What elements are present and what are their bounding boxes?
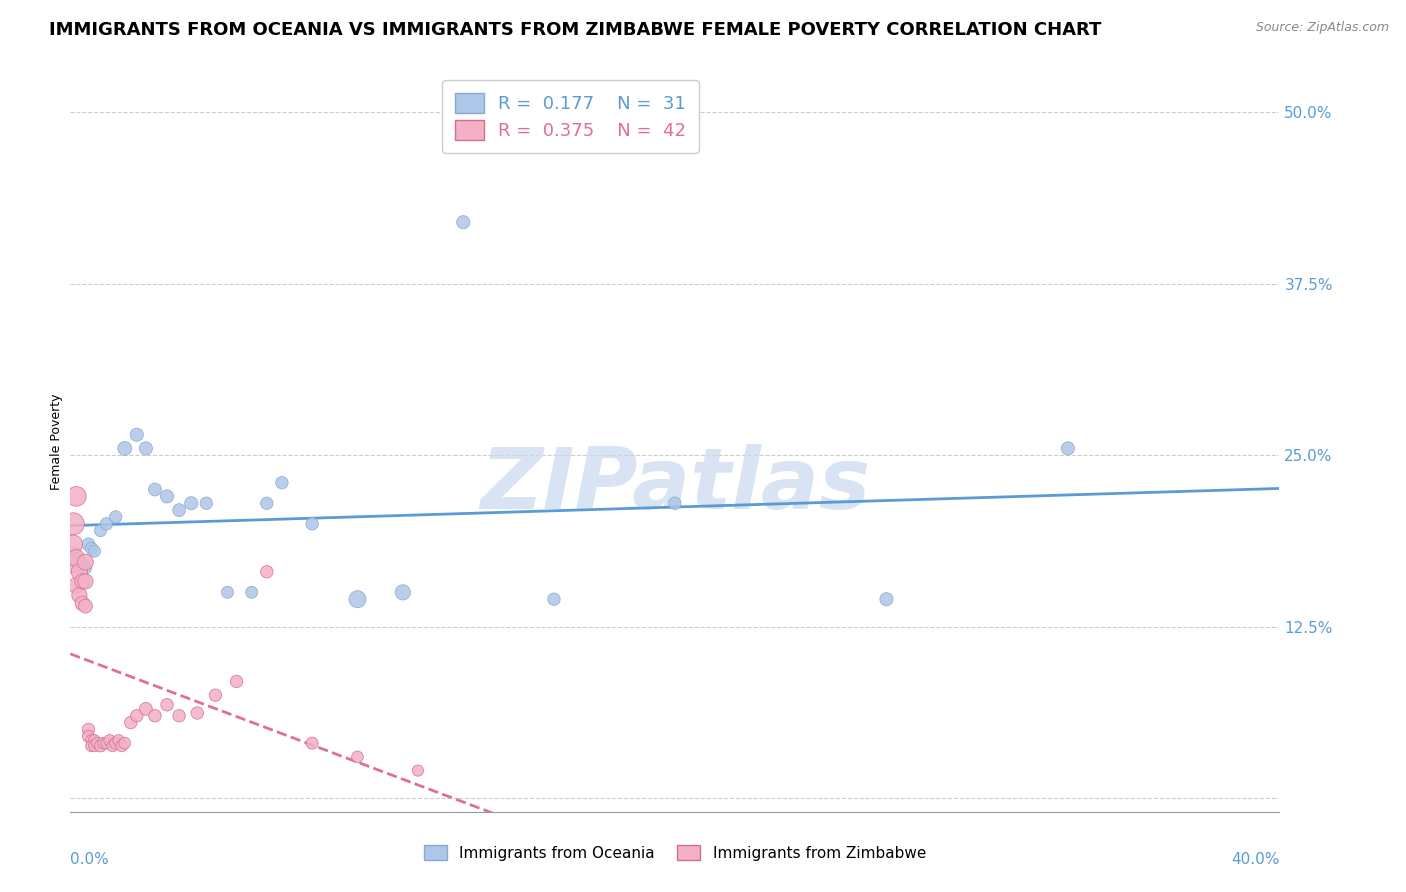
Point xyxy=(114,736,136,750)
Point xyxy=(75,574,97,589)
Point xyxy=(346,592,368,607)
Point xyxy=(96,736,118,750)
Point xyxy=(67,565,90,579)
Point xyxy=(125,427,148,442)
Point xyxy=(77,723,100,737)
Point xyxy=(225,674,247,689)
Point xyxy=(67,555,90,569)
Point xyxy=(180,496,202,510)
Point xyxy=(104,510,127,524)
Point xyxy=(167,503,190,517)
Point xyxy=(156,489,179,503)
Point xyxy=(195,496,218,510)
Point xyxy=(83,544,105,558)
Y-axis label: Female Poverty: Female Poverty xyxy=(51,393,63,490)
Point xyxy=(143,708,166,723)
Point xyxy=(83,733,105,747)
Point xyxy=(217,585,239,599)
Point xyxy=(62,516,84,531)
Point xyxy=(875,592,898,607)
Point xyxy=(72,574,94,589)
Point xyxy=(346,750,368,764)
Point xyxy=(67,588,90,602)
Point xyxy=(80,733,103,747)
Text: Source: ZipAtlas.com: Source: ZipAtlas.com xyxy=(1256,21,1389,34)
Point xyxy=(125,708,148,723)
Point xyxy=(72,558,94,572)
Point xyxy=(96,516,118,531)
Point xyxy=(240,585,263,599)
Point xyxy=(391,585,415,599)
Point xyxy=(167,708,190,723)
Text: 0.0%: 0.0% xyxy=(70,853,110,867)
Point xyxy=(77,729,100,743)
Point xyxy=(301,736,323,750)
Point xyxy=(270,475,294,490)
Point xyxy=(62,537,84,551)
Point xyxy=(77,537,100,551)
Point xyxy=(120,715,142,730)
Point xyxy=(135,702,157,716)
Point xyxy=(664,496,686,510)
Point xyxy=(111,739,134,753)
Point xyxy=(186,706,208,720)
Point xyxy=(80,739,103,753)
Text: IMMIGRANTS FROM OCEANIA VS IMMIGRANTS FROM ZIMBABWE FEMALE POVERTY CORRELATION C: IMMIGRANTS FROM OCEANIA VS IMMIGRANTS FR… xyxy=(49,21,1101,38)
Point xyxy=(75,560,97,574)
Text: 40.0%: 40.0% xyxy=(1232,853,1279,867)
Point xyxy=(114,442,136,456)
Point xyxy=(75,555,97,569)
Text: ZIPatlas: ZIPatlas xyxy=(479,444,870,527)
Point xyxy=(256,565,278,579)
Point xyxy=(93,736,115,750)
Point xyxy=(65,551,87,566)
Point xyxy=(101,739,124,753)
Point xyxy=(301,516,323,531)
Point xyxy=(104,736,127,750)
Point xyxy=(90,739,111,753)
Point xyxy=(62,547,84,561)
Point xyxy=(83,739,105,753)
Point xyxy=(256,496,278,510)
Point xyxy=(80,541,103,556)
Point xyxy=(62,558,84,572)
Point xyxy=(1057,442,1080,456)
Point xyxy=(204,688,226,702)
Point xyxy=(65,578,87,592)
Legend: Immigrants from Oceania, Immigrants from Zimbabwe: Immigrants from Oceania, Immigrants from… xyxy=(418,839,932,867)
Point xyxy=(135,442,157,456)
Point xyxy=(453,215,475,229)
Point xyxy=(107,733,129,747)
Point xyxy=(72,596,94,610)
Point xyxy=(90,524,111,538)
Point xyxy=(143,483,166,497)
Point xyxy=(86,736,108,750)
Point xyxy=(75,599,97,613)
Point xyxy=(543,592,565,607)
Point xyxy=(98,733,121,747)
Point xyxy=(65,489,87,503)
Point xyxy=(406,764,429,778)
Point xyxy=(65,551,87,566)
Point xyxy=(156,698,179,712)
